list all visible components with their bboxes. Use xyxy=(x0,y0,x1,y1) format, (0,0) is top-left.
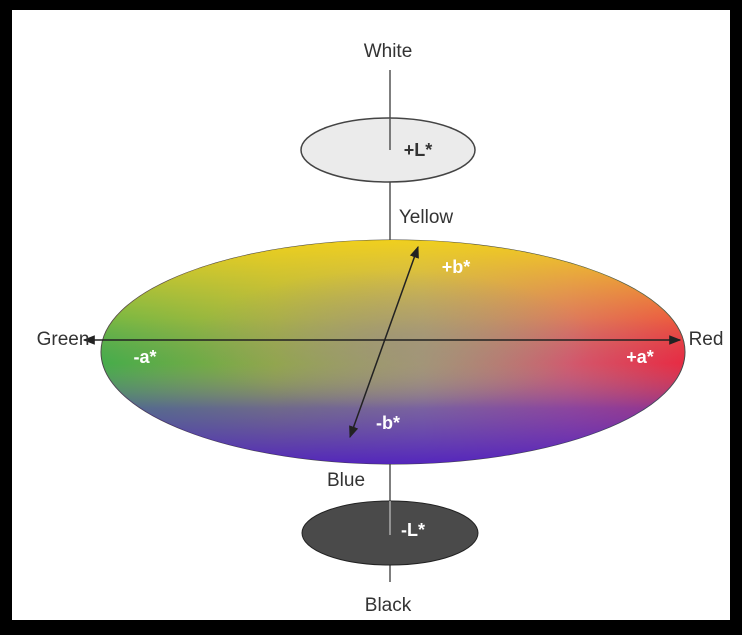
blue-label: Blue xyxy=(327,470,365,491)
plus-b-label: +b* xyxy=(442,257,471,277)
lab-diagram: White +L* Yellow +b* Green -a* Red +a* -… xyxy=(0,0,742,635)
minus-l-label: -L* xyxy=(401,520,425,540)
black-label: Black xyxy=(365,595,412,616)
page: White +L* Yellow +b* Green -a* Red +a* -… xyxy=(0,0,742,635)
plus-l-label: +L* xyxy=(404,140,433,160)
red-label: Red xyxy=(689,329,724,350)
yellow-label: Yellow xyxy=(399,207,454,228)
plus-a-label: +a* xyxy=(626,347,654,367)
minus-b-label: -b* xyxy=(376,413,400,433)
white-label: White xyxy=(364,41,413,62)
minus-a-label: -a* xyxy=(133,347,156,367)
green-label: Green xyxy=(37,329,90,350)
white-disc xyxy=(301,118,475,182)
